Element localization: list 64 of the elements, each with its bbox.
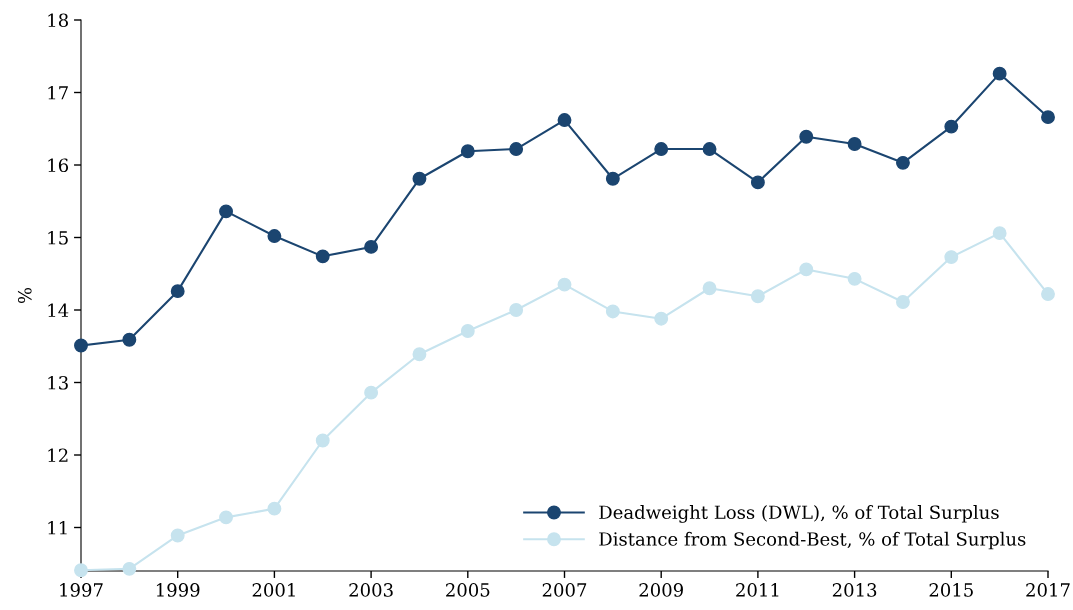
y-axis-title: % <box>17 287 32 304</box>
point <box>654 142 669 156</box>
point <box>74 338 88 353</box>
point <box>170 284 185 299</box>
x-tick-label: 2009 <box>639 583 683 597</box>
x-tick-label: 2001 <box>252 583 295 597</box>
x-tick-label: 2005 <box>446 583 490 597</box>
y-tick-label: 17 <box>48 85 68 100</box>
legend-label: Distance from Second-Best, % of Total Surplus <box>599 531 1026 550</box>
y-tick-label: 13 <box>48 375 68 390</box>
point <box>74 563 88 578</box>
point <box>799 262 814 277</box>
point <box>267 501 282 516</box>
point <box>799 129 814 144</box>
point <box>315 433 330 448</box>
point <box>847 137 862 151</box>
point <box>460 324 475 338</box>
point <box>605 304 620 319</box>
y-tick-label: 18 <box>48 13 68 28</box>
point <box>557 113 572 127</box>
point <box>364 385 379 400</box>
point <box>605 171 620 186</box>
x-tick-label: 2003 <box>349 583 393 597</box>
y-tick-label: 15 <box>48 230 68 245</box>
point <box>1041 287 1055 301</box>
point <box>460 144 475 159</box>
point <box>702 281 717 296</box>
point <box>992 226 1007 241</box>
x-tick-label: 2007 <box>542 583 587 597</box>
point <box>364 239 379 254</box>
x-tick-label: 2017 <box>1026 583 1070 597</box>
point <box>219 510 233 525</box>
y-tick-label: 16 <box>48 158 69 173</box>
x-tick-label: 2015 <box>929 583 973 597</box>
point <box>896 155 910 170</box>
point <box>750 289 765 304</box>
point <box>412 347 427 362</box>
point <box>992 66 1007 81</box>
point <box>654 311 669 326</box>
point <box>847 271 862 286</box>
y-tick-label: 11 <box>48 520 67 535</box>
point <box>750 175 765 190</box>
legend-label: Deadweight Loss (DWL), % of Total Surplus <box>599 505 999 523</box>
point <box>315 249 330 264</box>
point <box>170 528 185 543</box>
point <box>944 119 959 134</box>
point <box>412 171 427 186</box>
x-tick-label: 2011 <box>736 583 779 597</box>
point <box>267 229 282 243</box>
point <box>557 277 572 292</box>
point <box>509 142 524 156</box>
point <box>702 142 717 156</box>
y-tick-label: 14 <box>48 303 69 317</box>
x-tick-label: 2013 <box>832 583 877 597</box>
point <box>896 295 910 309</box>
point <box>509 303 524 317</box>
point <box>122 332 137 347</box>
y-tick-label: 12 <box>48 448 68 462</box>
point <box>944 250 959 265</box>
x-tick-label: 1999 <box>156 583 200 597</box>
point <box>1041 110 1055 125</box>
point <box>219 204 233 219</box>
x-tick-label: 1997 <box>60 583 103 597</box>
point <box>122 561 137 576</box>
